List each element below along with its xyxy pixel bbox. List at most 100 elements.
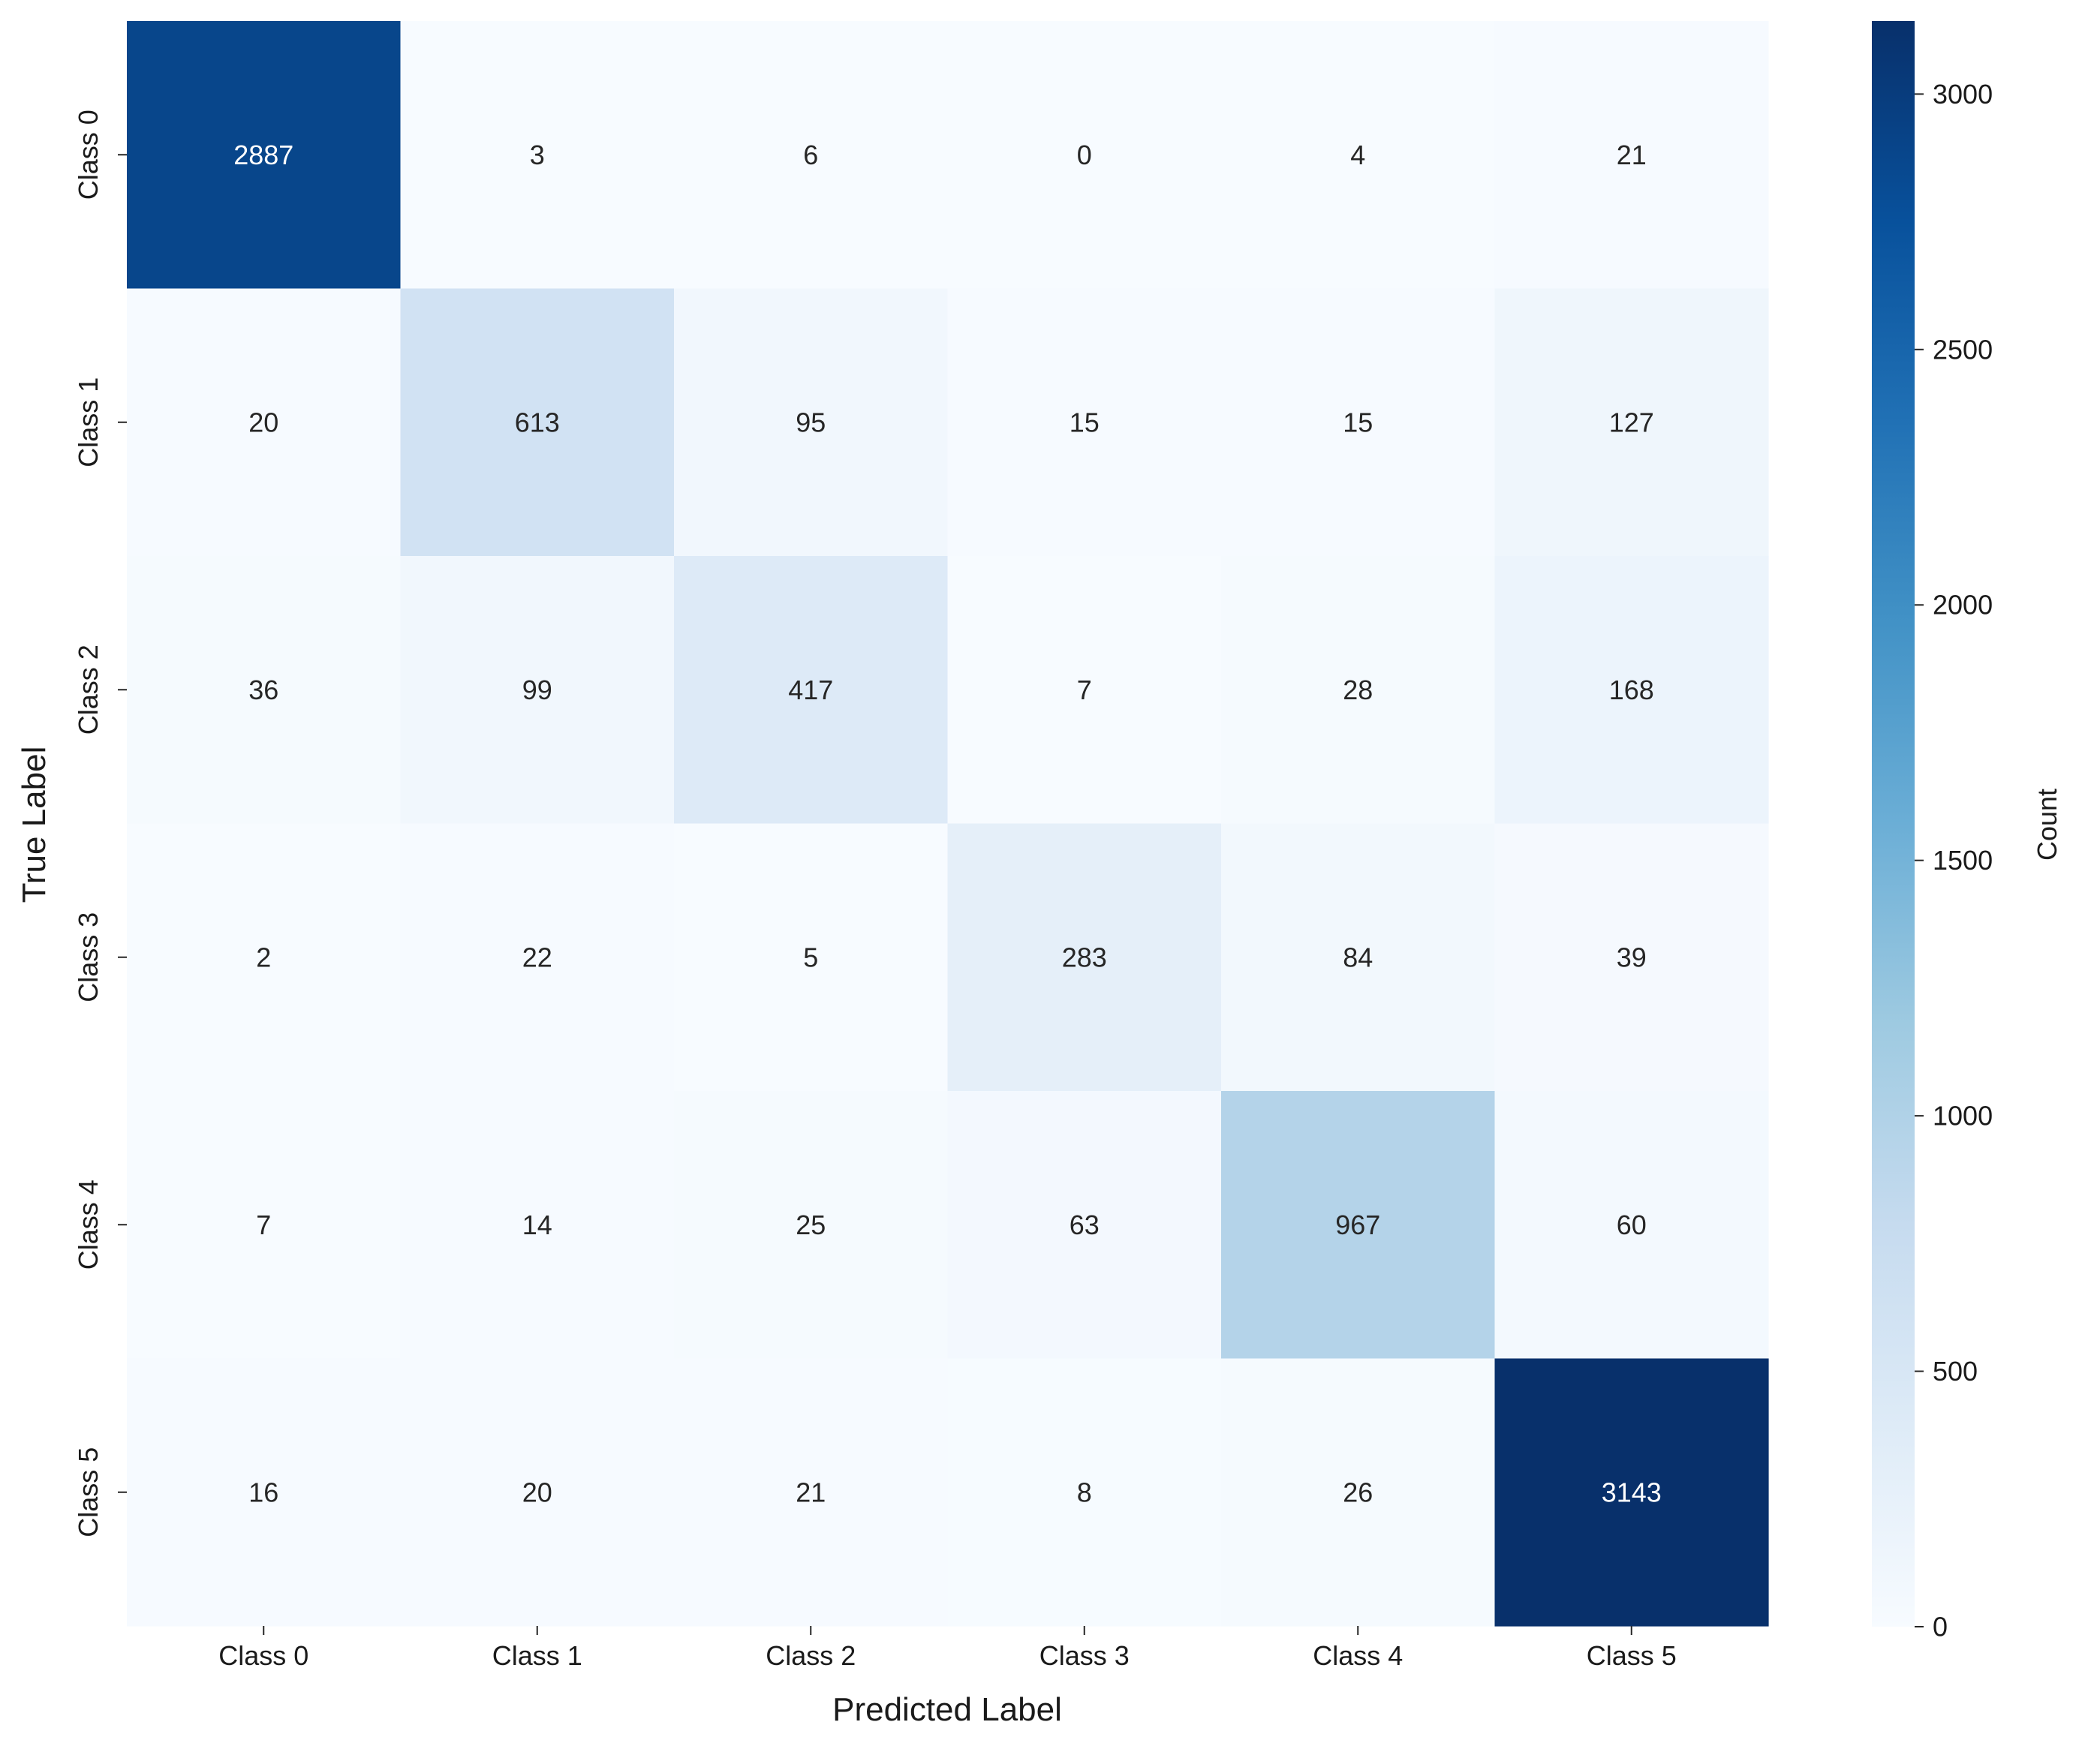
cell-value-label: 15 bbox=[1070, 407, 1100, 437]
heatmap-cell bbox=[400, 21, 675, 290]
y-tick-label: Class 0 bbox=[73, 110, 104, 200]
cell-value-label: 5 bbox=[803, 942, 818, 972]
colorbar-tick-label: 0 bbox=[1933, 1612, 1948, 1642]
heatmap-cell bbox=[674, 21, 949, 290]
cell-value-label: 21 bbox=[796, 1477, 826, 1507]
cell-value-label: 26 bbox=[1343, 1477, 1373, 1507]
colorbar: 0 500 1000 1500 2000 2500 3000 bbox=[1872, 21, 1993, 1642]
cell-value-label: 613 bbox=[515, 407, 560, 437]
cell-value-label: 99 bbox=[522, 675, 552, 705]
cell-value-label: 63 bbox=[1070, 1210, 1100, 1240]
heatmap-cell bbox=[947, 288, 1222, 557]
cell-value-label: 967 bbox=[1335, 1210, 1380, 1240]
colorbar-tick-label: 500 bbox=[1933, 1356, 1978, 1387]
heatmap-cell bbox=[947, 823, 1222, 1092]
heatmap-cell bbox=[1494, 288, 1769, 557]
heatmap-cell bbox=[127, 21, 402, 290]
heatmap-cell bbox=[947, 556, 1222, 825]
colorbar-tick-label: 2000 bbox=[1933, 590, 1993, 621]
x-tick-label: Class 5 bbox=[1587, 1640, 1677, 1671]
cell-value-label: 7 bbox=[256, 1210, 271, 1240]
cell-value-label: 39 bbox=[1617, 942, 1647, 972]
cell-value-label: 15 bbox=[1343, 407, 1373, 437]
y-tick-label: Class 4 bbox=[73, 1180, 104, 1270]
x-tick-label: Class 2 bbox=[766, 1640, 856, 1671]
cell-value-label: 25 bbox=[796, 1210, 826, 1240]
cell-value-label: 84 bbox=[1343, 942, 1373, 972]
x-tick-label: Class 4 bbox=[1313, 1640, 1403, 1671]
heatmap-cell bbox=[127, 1358, 402, 1627]
x-axis: Class 0 Class 1 Class 2 Class 3 Class 4 Class… bbox=[218, 1626, 1677, 1671]
cell-value-label: 28 bbox=[1343, 675, 1373, 705]
heatmap-cell bbox=[1221, 288, 1496, 557]
heatmap-cell bbox=[674, 823, 949, 1092]
y-axis: Class 0 Class 1 Class 2 Class 3 Class 4 Class… bbox=[73, 110, 127, 1537]
heatmap-cell bbox=[1494, 1358, 1769, 1627]
heatmap-cell bbox=[127, 1091, 402, 1360]
cell-value-label: 3 bbox=[530, 140, 545, 170]
colorbar-label: Count bbox=[2032, 789, 2062, 861]
cell-value-label: 2887 bbox=[233, 140, 293, 170]
cell-value-label: 8 bbox=[1077, 1477, 1092, 1507]
heatmap-cell bbox=[1221, 823, 1496, 1092]
cell-value-label: 22 bbox=[522, 942, 552, 972]
colorbar-tick-label: 1000 bbox=[1933, 1101, 1993, 1131]
cell-value-label: 14 bbox=[522, 1210, 552, 1240]
y-axis-title: True Label bbox=[16, 747, 53, 903]
heatmap-cell bbox=[947, 1091, 1222, 1360]
y-tick-label: Class 5 bbox=[73, 1447, 104, 1537]
cell-value-label: 20 bbox=[248, 407, 278, 437]
cell-value-label: 16 bbox=[248, 1477, 278, 1507]
heatmap-cell bbox=[127, 823, 402, 1092]
heatmap-cell bbox=[1494, 823, 1769, 1092]
heatmap-cell bbox=[674, 556, 949, 825]
heatmap-cell bbox=[1221, 556, 1496, 825]
cell-value-label: 95 bbox=[796, 407, 826, 437]
cell-value-label: 20 bbox=[522, 1477, 552, 1507]
heatmap-cell bbox=[674, 1358, 949, 1627]
cell-value-label: 168 bbox=[1609, 675, 1654, 705]
colorbar-gradient bbox=[1872, 21, 1915, 1627]
y-tick-label: Class 2 bbox=[73, 645, 104, 735]
heatmap-cell bbox=[674, 288, 949, 557]
cell-value-label: 3143 bbox=[1602, 1477, 1662, 1507]
heatmap-cell bbox=[1494, 21, 1769, 290]
y-tick-label: Class 3 bbox=[73, 912, 104, 1002]
cell-value-label: 2 bbox=[256, 942, 271, 972]
x-tick-label: Class 0 bbox=[218, 1640, 308, 1671]
heatmap-cell bbox=[400, 823, 675, 1092]
heatmap-cell bbox=[400, 288, 675, 557]
heatmap-cell bbox=[400, 1091, 675, 1360]
x-tick-label: Class 3 bbox=[1039, 1640, 1130, 1671]
cell-value-label: 127 bbox=[1609, 407, 1654, 437]
heatmap-cell bbox=[127, 556, 402, 825]
heatmap-cell bbox=[1494, 556, 1769, 825]
cell-value-label: 7 bbox=[1077, 675, 1092, 705]
colorbar-tick-label: 1500 bbox=[1933, 845, 1993, 876]
cell-value-label: 36 bbox=[248, 675, 278, 705]
cell-value-label: 417 bbox=[788, 675, 833, 705]
heatmap-cells bbox=[127, 21, 1769, 1627]
heatmap-cell bbox=[1494, 1091, 1769, 1360]
x-tick-label: Class 1 bbox=[492, 1640, 582, 1671]
cell-value-label: 283 bbox=[1062, 942, 1107, 972]
cell-value-label: 6 bbox=[803, 140, 818, 170]
heatmap-cell bbox=[127, 288, 402, 557]
heatmap-cell bbox=[674, 1091, 949, 1360]
heatmap-cell bbox=[1221, 1091, 1496, 1360]
heatmap-cell bbox=[947, 21, 1222, 290]
cell-value-label: 21 bbox=[1617, 140, 1647, 170]
heatmap-cell bbox=[1221, 1358, 1496, 1627]
cell-value-label: 4 bbox=[1350, 140, 1365, 170]
cell-value-label: 60 bbox=[1617, 1210, 1647, 1240]
colorbar-tick-label: 2500 bbox=[1933, 334, 1993, 365]
heatmap-cell bbox=[947, 1358, 1222, 1627]
heatmap-cell bbox=[1221, 21, 1496, 290]
cell-value-label: 0 bbox=[1077, 140, 1092, 170]
colorbar-tick-label: 3000 bbox=[1933, 79, 1993, 110]
y-tick-label: Class 1 bbox=[73, 377, 104, 467]
heatmap-cell bbox=[400, 556, 675, 825]
